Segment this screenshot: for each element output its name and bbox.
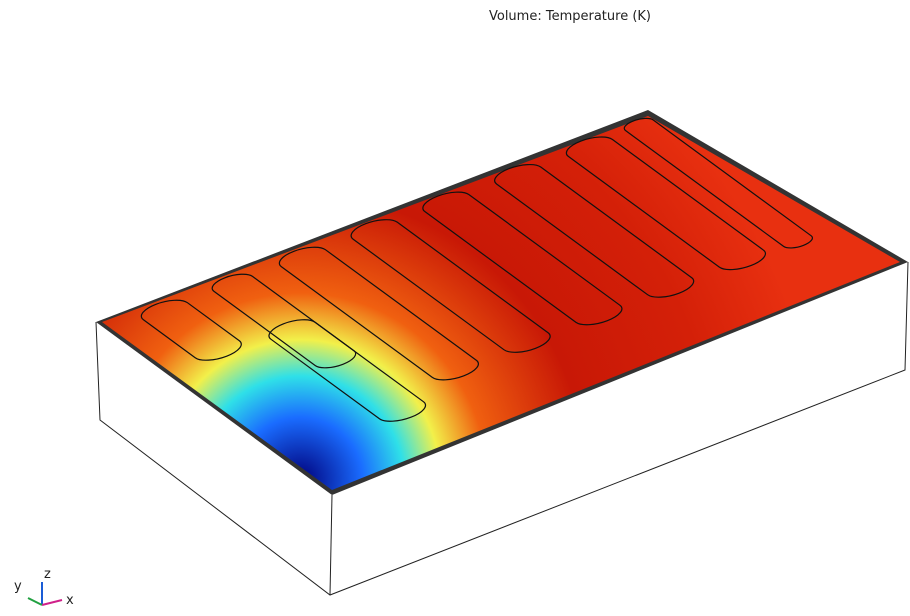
channels: [134, 116, 836, 452]
channel: [487, 160, 701, 302]
plot-title: Volume: Temperature (K): [489, 9, 651, 24]
channel: [559, 133, 773, 275]
axis-triad: z y x: [14, 567, 74, 608]
y-label: y: [14, 579, 22, 594]
temperature-surface: [102, 116, 900, 490]
channel: [261, 315, 433, 425]
y-axis: [27, 597, 43, 606]
channel: [134, 296, 249, 365]
x-label: x: [66, 593, 74, 608]
channel: [620, 116, 818, 251]
z-label: z: [44, 567, 51, 582]
channel: [415, 188, 629, 330]
channel: [206, 270, 363, 371]
channel: [272, 243, 486, 385]
box-edge: [329, 494, 333, 596]
x-axis: [41, 599, 63, 606]
channel: [344, 215, 558, 357]
